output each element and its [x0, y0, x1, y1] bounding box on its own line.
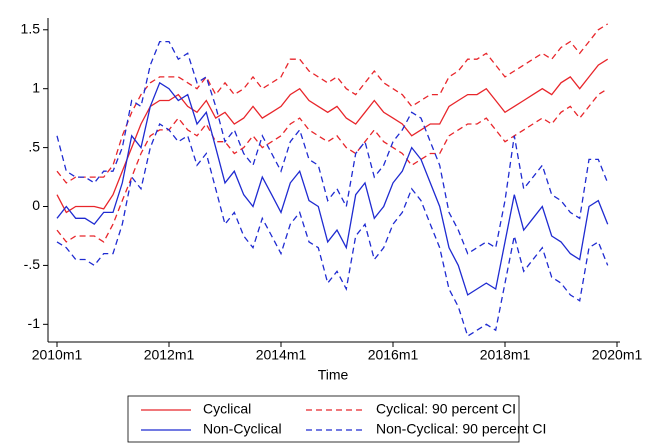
- y-tick-label: -.5: [24, 256, 41, 272]
- ci-line: [56, 23, 609, 184]
- legend-label: Cyclical: 90 percent CI: [376, 401, 516, 417]
- ci-line: [56, 123, 609, 338]
- y-tick-label: 1.5: [21, 20, 41, 36]
- x-tick-label: 2016m1: [368, 347, 419, 363]
- y-tick-label: .5: [28, 138, 40, 154]
- x-axis-title: Time: [318, 367, 349, 383]
- legend-label: Non-Cyclical: 90 percent CI: [376, 421, 546, 437]
- x-tick-label: 2018m1: [480, 347, 531, 363]
- y-tick-label: 1: [32, 79, 40, 95]
- x-tick-label: 2012m1: [144, 347, 195, 363]
- x-tick-label: 2010m1: [32, 347, 83, 363]
- legend: [127, 395, 520, 443]
- x-tick-label: 2020m1: [592, 347, 643, 363]
- series-line: [56, 58, 609, 214]
- ci-line: [56, 40, 609, 255]
- y-tick-label: -1: [28, 315, 41, 331]
- ci-line: [56, 88, 609, 243]
- y-tick-label: 0: [32, 197, 40, 213]
- series-line: [56, 81, 609, 296]
- x-tick-label: 2014m1: [256, 347, 307, 363]
- legend-label: Cyclical: [203, 401, 251, 417]
- legend-label: Non-Cyclical: [203, 421, 282, 437]
